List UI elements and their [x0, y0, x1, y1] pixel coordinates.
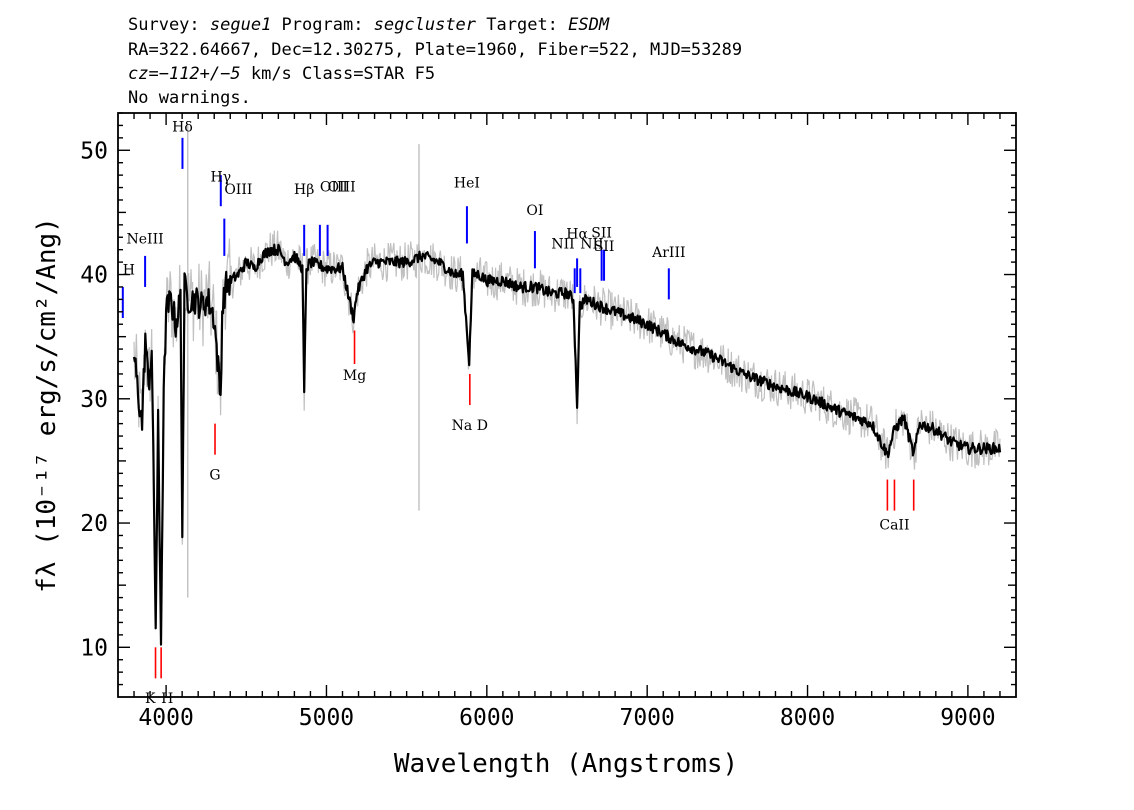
x-tick-label-6000: 6000 — [459, 705, 514, 731]
header-line-3: cz=−112+/−5 km/s Class=STAR F5 — [128, 64, 435, 84]
emission-line-label-1: NeIII — [127, 231, 164, 247]
emission-line-label-15: ArIII — [651, 245, 685, 261]
flux-line — [132, 243, 1002, 646]
flux-series — [132, 243, 1002, 646]
y-tick-label-50: 50 — [80, 138, 108, 164]
emission-line-label-2: Hδ — [172, 120, 193, 136]
emission-line-label-8: HeI — [454, 176, 480, 192]
plot-frame — [117, 112, 1017, 698]
header-line-4: No warnings. — [128, 88, 251, 108]
absorption-line-label-2: G — [209, 468, 220, 484]
class-text: km/s Class=STAR F5 — [241, 64, 435, 84]
x-tick-label-7000: 7000 — [619, 705, 674, 731]
target-value: ESDM — [568, 15, 610, 35]
cz-key: cz — [128, 64, 148, 84]
absorption-line-label-3: Mg — [343, 368, 366, 384]
x-tick-label-9000: 9000 — [940, 705, 995, 731]
y-tick-label-30: 30 — [80, 387, 108, 413]
y-tick-label-40: 40 — [80, 263, 108, 289]
y-axis-title: fλ (10⁻¹⁷ erg/s/cm²/Ang) — [32, 217, 62, 593]
header-line-2: RA=322.64667, Dec=12.30275, Plate=1960, … — [128, 40, 742, 60]
absorption-line-label-0: K — [145, 691, 156, 707]
emission-line-label-4: OIII — [224, 182, 252, 198]
y-tick-label-10: 10 — [80, 635, 108, 661]
absorption-line-label-6: CaII — [879, 517, 909, 533]
emission-line-label-10: NII — [551, 236, 574, 252]
emission-line-label-0: H — [123, 263, 135, 279]
x-tick-label-5000: 5000 — [299, 705, 354, 731]
header-line-1: Survey: segue1 Program: segcluster Targe… — [128, 15, 610, 35]
emission-line-label-13: SII — [591, 225, 612, 241]
absorption-line-label-1: H — [161, 691, 173, 707]
x-tick-label-4000: 4000 — [138, 705, 193, 731]
emission-line-label-5: Hβ — [294, 182, 314, 198]
program-key: Program: — [271, 15, 373, 35]
x-axis-title: Wavelength (Angstroms) — [394, 749, 738, 779]
target-key: Target: — [476, 15, 568, 35]
emission-line-label-9: OI — [526, 203, 543, 219]
y-tick-label-20: 20 — [80, 511, 108, 537]
emission-line-label-7: OIII — [328, 179, 356, 195]
cz-value: =−112+/−5 — [148, 64, 240, 84]
plot-axes: 4000 5000 6000 7000 8000 9000 10 20 30 40 50 — [80, 112, 1017, 731]
error-band — [133, 125, 1001, 646]
emission-line-label-14: SII — [594, 239, 615, 255]
absorption-line-label-4: Na D — [452, 418, 488, 434]
program-value: segcluster — [374, 15, 477, 35]
survey-key: Survey: — [128, 15, 210, 35]
survey-value: segue1 — [210, 15, 271, 35]
emission-line-label-12: NII — [580, 236, 603, 252]
emission-line-label-6: OIII — [320, 179, 348, 195]
emission-line-label-11: Hα — [566, 226, 588, 242]
x-tick-label-8000: 8000 — [780, 705, 835, 731]
emission-line-label-3: Hγ — [210, 169, 231, 185]
